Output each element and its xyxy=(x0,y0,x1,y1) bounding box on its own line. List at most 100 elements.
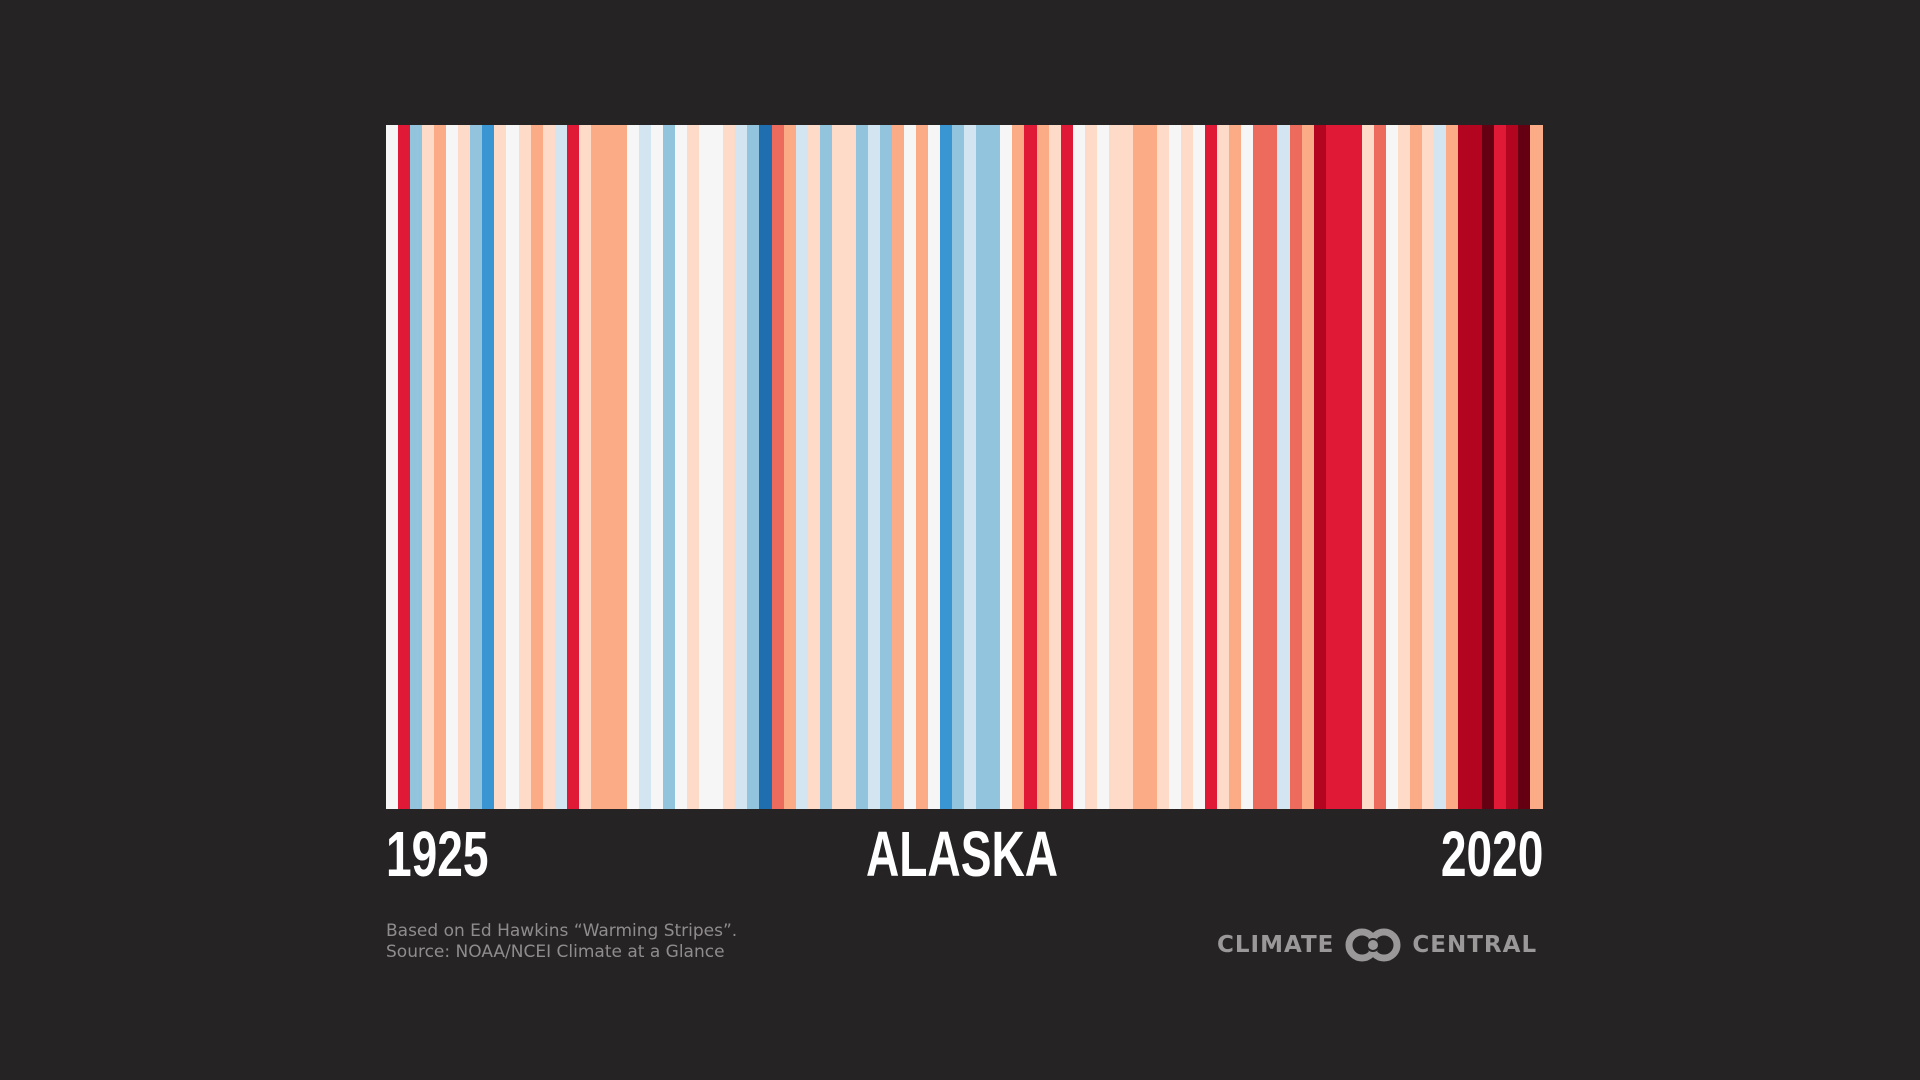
stripe-2006 xyxy=(1361,125,1374,809)
stripe-1933 xyxy=(482,125,495,809)
stripe-1992 xyxy=(1193,125,1206,809)
logo-text-left: CLIMATE xyxy=(1217,932,1335,958)
stripe-1994 xyxy=(1217,125,1230,809)
stripe-1941 xyxy=(578,125,591,809)
stripe-1971 xyxy=(940,125,953,809)
stripe-1965 xyxy=(867,125,880,809)
stripe-2012 xyxy=(1434,125,1447,809)
stripe-1930 xyxy=(446,125,459,809)
stripe-1991 xyxy=(1181,125,1194,809)
stripe-2015 xyxy=(1470,125,1483,809)
stripe-1966 xyxy=(879,125,892,809)
stripe-2013 xyxy=(1446,125,1459,809)
stripe-1975 xyxy=(988,125,1001,809)
stripe-1972 xyxy=(952,125,965,809)
stripe-1997 xyxy=(1253,125,1266,809)
stripe-1976 xyxy=(1000,125,1013,809)
stripe-2010 xyxy=(1409,125,1423,809)
stripe-1952 xyxy=(711,125,724,809)
stripe-1926 xyxy=(398,125,411,809)
stripe-1955 xyxy=(747,125,760,809)
stripe-1984 xyxy=(1096,125,1109,809)
stripe-1937 xyxy=(530,125,543,809)
credit-line-source: Source: NOAA/NCEI Climate at a Glance xyxy=(386,942,725,962)
start-year-label: 1925 xyxy=(386,818,489,890)
warming-stripes-chart xyxy=(386,125,1543,809)
stripe-1938 xyxy=(542,125,555,809)
stripe-1951 xyxy=(699,125,712,809)
stripe-1978 xyxy=(1024,125,1037,809)
credits: Based on Ed Hawkins “Warming Stripes”. S… xyxy=(386,921,737,963)
stripe-1964 xyxy=(855,125,868,809)
stripe-1961 xyxy=(819,125,832,809)
stripe-1969 xyxy=(916,125,929,809)
stripe-1990 xyxy=(1169,125,1182,809)
end-year-label: 2020 xyxy=(1440,818,1543,890)
stripe-1995 xyxy=(1229,125,1242,809)
stripe-1936 xyxy=(518,125,531,809)
stripe-1973 xyxy=(964,125,977,809)
logo-text-right: CENTRAL xyxy=(1412,932,1538,958)
stripe-1996 xyxy=(1241,125,1254,809)
stripe-1980 xyxy=(1048,125,1061,809)
stripe-1962 xyxy=(831,125,844,809)
stripe-1928 xyxy=(422,125,435,809)
stripe-1935 xyxy=(506,125,519,809)
stripe-1950 xyxy=(687,125,700,809)
stripe-1954 xyxy=(735,125,748,809)
stripe-1927 xyxy=(410,125,423,809)
stripe-2005 xyxy=(1349,125,1362,809)
stripe-1931 xyxy=(458,125,471,809)
stripe-1960 xyxy=(807,125,820,809)
stripe-1940 xyxy=(566,125,579,809)
stripe-1957 xyxy=(771,125,784,809)
stripe-1999 xyxy=(1277,125,1290,809)
stripe-2017 xyxy=(1494,125,1507,809)
stripe-1977 xyxy=(1012,125,1025,809)
stripe-1963 xyxy=(843,125,856,809)
stripe-1974 xyxy=(976,125,989,809)
climate-central-logo: CLIMATE CENTRAL xyxy=(1217,928,1537,962)
stripe-2019 xyxy=(1518,125,1531,809)
stripe-1989 xyxy=(1157,125,1170,809)
stripe-2003 xyxy=(1325,125,1338,809)
chart-title: ALASKA xyxy=(866,818,1058,890)
stripe-2001 xyxy=(1301,125,1314,809)
stripe-2002 xyxy=(1313,125,1326,809)
stripe-1993 xyxy=(1205,125,1218,809)
stripe-1982 xyxy=(1072,125,1085,809)
interlocking-rings-icon xyxy=(1342,928,1404,962)
stripe-1949 xyxy=(675,125,688,809)
stripe-1948 xyxy=(663,125,676,809)
stripe-2008 xyxy=(1385,125,1398,809)
stripe-1945 xyxy=(626,125,639,809)
stripe-1958 xyxy=(783,125,796,809)
stripe-1968 xyxy=(904,125,917,809)
stripe-2014 xyxy=(1458,125,1471,809)
stripe-2000 xyxy=(1289,125,1302,809)
stripe-1979 xyxy=(1036,125,1049,809)
stripe-1939 xyxy=(554,125,567,809)
stripe-1986 xyxy=(1120,125,1133,809)
stripe-2020 xyxy=(1530,125,1543,809)
stripe-1970 xyxy=(928,125,941,809)
stripe-2007 xyxy=(1373,125,1386,809)
stripe-1983 xyxy=(1084,125,1097,809)
stripe-1988 xyxy=(1144,125,1157,809)
stripe-1959 xyxy=(795,125,808,809)
stripe-1944 xyxy=(614,125,627,809)
stripe-1934 xyxy=(494,125,507,809)
stripe-1946 xyxy=(638,125,652,809)
credit-line-attribution: Based on Ed Hawkins “Warming Stripes”. xyxy=(386,921,738,941)
stripe-1953 xyxy=(723,125,736,809)
stripe-1956 xyxy=(759,125,772,809)
stripe-1925 xyxy=(386,125,399,809)
stripe-1985 xyxy=(1108,125,1121,809)
stripe-2009 xyxy=(1397,125,1410,809)
stripe-1967 xyxy=(891,125,905,809)
stripe-1932 xyxy=(470,125,483,809)
stripe-2018 xyxy=(1506,125,1519,809)
stripe-1929 xyxy=(434,125,447,809)
stripe-1987 xyxy=(1132,125,1145,809)
stripe-1947 xyxy=(651,125,664,809)
